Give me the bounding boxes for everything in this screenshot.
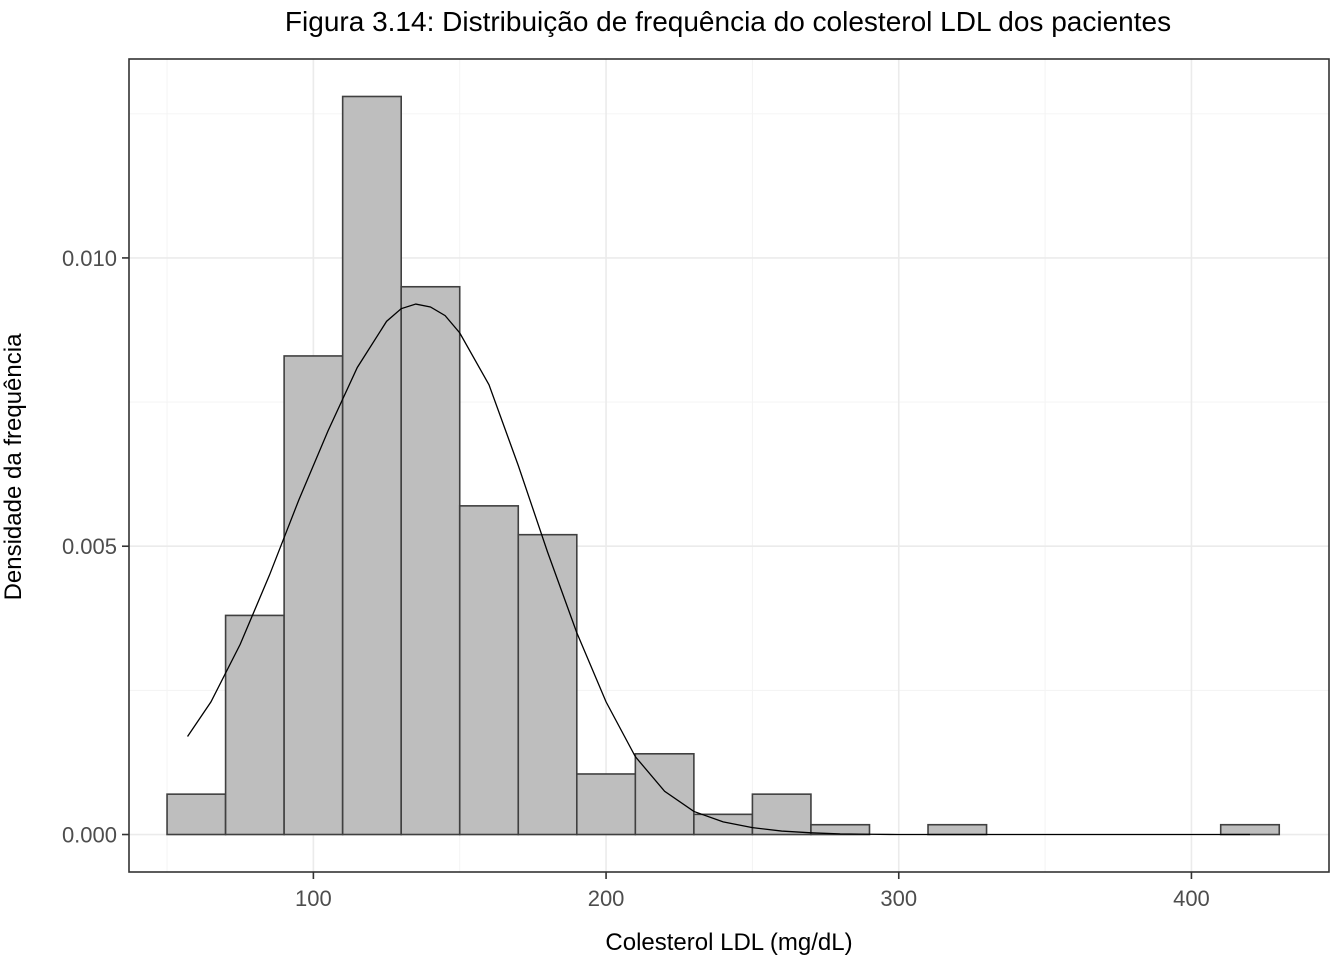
x-axis-label: Colesterol LDL (mg/dL) (605, 929, 852, 956)
histogram-bar (1219, 823, 1281, 836)
histogram-bar (693, 813, 754, 836)
histogram-bars (166, 95, 1281, 836)
histogram-bar (283, 355, 344, 836)
y-axis-label: Densidade da frequência (0, 333, 27, 601)
histogram-bar (576, 773, 637, 836)
histogram-bar (634, 752, 695, 836)
x-tick-label: 300 (880, 886, 917, 911)
panel-border (128, 58, 1330, 873)
histogram-bar (458, 505, 520, 836)
histogram-bar (166, 793, 227, 836)
histogram-bar (341, 95, 402, 836)
x-tick-label: 200 (588, 886, 625, 911)
x-tick-label: 100 (295, 886, 332, 911)
histogram-bar (400, 285, 461, 836)
density-curve (187, 303, 1250, 836)
histogram-bar (751, 793, 812, 836)
x-tick-label: 400 (1173, 886, 1210, 911)
histogram-bar (224, 614, 285, 836)
y-tick-label: 0.005 (62, 534, 117, 559)
x-axis: 100 200 300 400 (295, 872, 1210, 911)
chart-title: Figura 3.14: Distribuição de frequência … (285, 6, 1171, 37)
histogram-bar (927, 823, 988, 836)
y-tick-label: 0.000 (62, 823, 117, 848)
y-axis: 0.000 0.005 0.010 (62, 246, 129, 848)
y-tick-label: 0.010 (62, 246, 117, 271)
histogram-bar (517, 533, 578, 836)
